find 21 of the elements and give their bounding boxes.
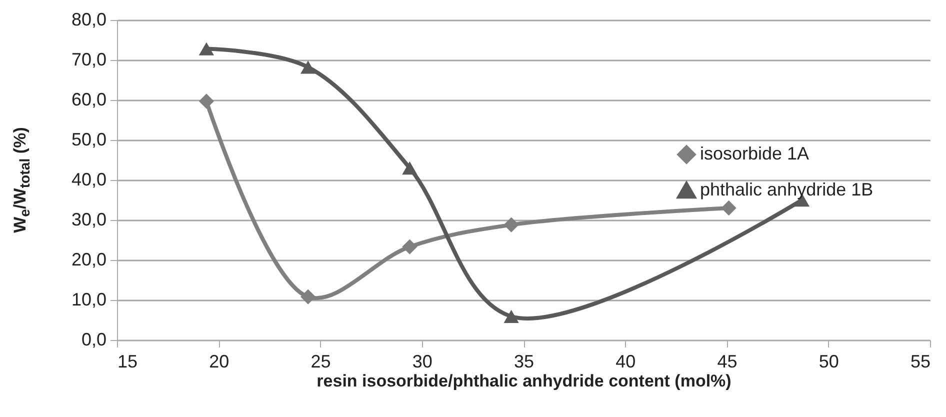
x-tick-label: 35 <box>514 352 534 372</box>
y-tick-label: 0,0 <box>81 330 106 350</box>
y-tick-label: 50,0 <box>71 130 106 150</box>
x-tick-label: 30 <box>412 352 432 372</box>
x-tick-label: 55 <box>910 352 930 372</box>
y-tick-label: 40,0 <box>71 170 106 190</box>
legend-label: isosorbide 1A <box>700 144 810 164</box>
x-tick-label: 45 <box>717 352 738 372</box>
x-tick-label: 15 <box>118 352 138 372</box>
y-tick-label: 10,0 <box>71 290 106 310</box>
x-tick-label: 40 <box>616 352 636 372</box>
x-tick-label: 25 <box>310 352 331 372</box>
y-tick-label: 30,0 <box>71 210 106 230</box>
legend-label: phthalic anhydride 1B <box>700 180 874 200</box>
y-tick-label: 80,0 <box>71 10 106 30</box>
y-tick-label: 20,0 <box>71 250 106 270</box>
x-tick-label: 50 <box>818 352 839 372</box>
y-tick-label: 60,0 <box>71 90 106 110</box>
y-tick-label: 70,0 <box>71 50 106 70</box>
x-tick-label: 20 <box>209 352 230 372</box>
x-axis-title: resin isosorbide/phthalic anhydride content (mol%) <box>316 372 732 390</box>
